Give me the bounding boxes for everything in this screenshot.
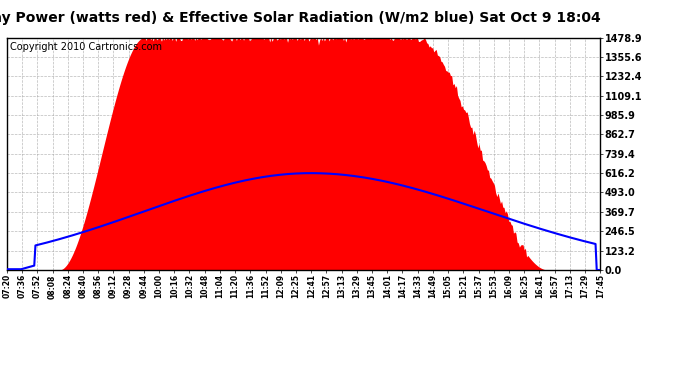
Text: Copyright 2010 Cartronics.com: Copyright 2010 Cartronics.com	[10, 42, 162, 52]
Text: West Array Power (watts red) & Effective Solar Radiation (W/m2 blue) Sat Oct 9 1: West Array Power (watts red) & Effective…	[0, 11, 600, 25]
